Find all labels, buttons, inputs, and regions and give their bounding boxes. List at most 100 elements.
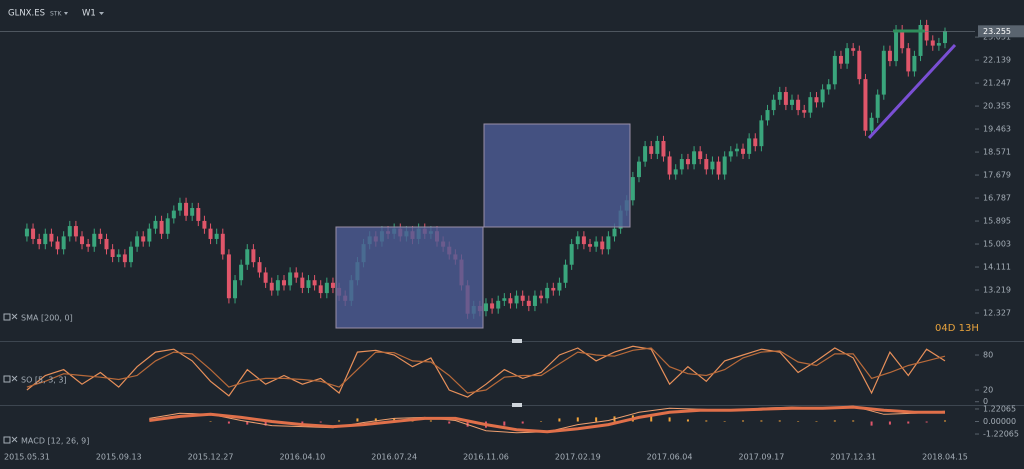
close-icon[interactable] [11, 436, 18, 443]
instrument-type[interactable]: STK [50, 11, 62, 18]
candle-body [857, 50, 862, 80]
histogram-bar [429, 420, 432, 422]
candle-body [894, 30, 899, 62]
x-tick-label: 2017.12.31 [830, 453, 876, 462]
candle-body [190, 208, 195, 216]
settings-icon[interactable] [3, 436, 11, 444]
y-tick-label: 22.139 [983, 56, 1011, 65]
y-tick-label: 80 [983, 351, 993, 360]
candle-body [502, 298, 507, 301]
histogram-bar [264, 421, 267, 426]
histogram-bar [319, 421, 322, 423]
y-tick-label: 20 [983, 386, 993, 395]
candle-body [741, 148, 746, 154]
candle-body [869, 117, 874, 131]
candle-body [147, 228, 152, 242]
candle-body [532, 295, 537, 306]
candle-body [685, 159, 690, 165]
histogram-bar [888, 421, 891, 425]
drawn-rectangle[interactable] [335, 226, 484, 329]
symbol[interactable]: GLNX.ES [8, 9, 45, 19]
candle-body [92, 233, 97, 247]
indicator-line [26, 347, 946, 394]
y-tick-label: 15.003 [983, 240, 1011, 249]
candle-body [918, 25, 923, 56]
histogram-bar [540, 421, 543, 422]
candle-body [239, 264, 244, 281]
candle-body [606, 236, 611, 250]
indicator-name: SO [5, 3, 3] [21, 376, 67, 385]
annotations [335, 29, 957, 329]
histogram-bar [870, 421, 873, 426]
candle-body [838, 55, 843, 64]
candle-body [80, 236, 85, 245]
candle-body [796, 99, 801, 111]
last-price-box [978, 25, 1024, 38]
candle-body [575, 236, 580, 245]
candle-body [496, 300, 501, 309]
x-tick-label: 2015.05.31 [4, 453, 50, 462]
candle-body [808, 97, 813, 113]
candle-body [110, 249, 115, 257]
dropdown-arrow[interactable] [64, 12, 68, 15]
candle-body [728, 151, 733, 157]
candle-body [716, 161, 721, 175]
histogram-bar [668, 417, 671, 422]
candle-body [900, 30, 905, 49]
candle-body [220, 233, 225, 255]
trend-line[interactable] [867, 43, 957, 140]
candle-body [226, 254, 231, 299]
candle-body [269, 282, 274, 291]
close-icon[interactable] [11, 375, 18, 382]
candle-body [306, 280, 311, 288]
candle-body [159, 220, 164, 234]
settings-icon[interactable] [3, 313, 11, 321]
histogram-bar [778, 420, 781, 422]
candle-body [704, 159, 709, 170]
candle-body [569, 244, 574, 265]
histogram-bar [907, 421, 910, 424]
candle-body [330, 282, 335, 288]
indicator-label: MACD [12, 26, 9] [3, 436, 89, 446]
candle-body [600, 241, 605, 250]
candle-body [263, 272, 268, 283]
candle-body [924, 25, 929, 41]
settings-icon[interactable] [3, 375, 11, 383]
candle-body [196, 208, 201, 221]
candle-body [581, 236, 586, 245]
histogram-bar [595, 417, 598, 422]
candle-body [184, 202, 189, 216]
candle-body [551, 287, 556, 291]
resize-handle[interactable] [512, 339, 522, 343]
y-tick-label: 21.247 [983, 79, 1011, 88]
timeframe[interactable]: W1 [82, 9, 96, 19]
y-tick-label: 0.00000 [983, 417, 1016, 426]
candle-body [943, 31, 948, 44]
candle-body [141, 236, 146, 242]
drawn-rectangle[interactable] [483, 123, 631, 228]
candle-body [539, 295, 544, 299]
indicator-line [149, 405, 945, 434]
y-tick-label: 13.219 [983, 286, 1011, 295]
candle-body [514, 295, 519, 304]
candle-body [318, 285, 323, 294]
candle-body [165, 218, 170, 234]
x-tick-label: 2016.11.06 [463, 453, 509, 462]
histogram-bar [742, 420, 745, 422]
candle-body [483, 303, 488, 312]
close-icon[interactable] [11, 313, 18, 320]
candle-body [128, 246, 133, 263]
candle-body [698, 151, 703, 160]
histogram-bar [944, 420, 947, 422]
candle-body [820, 89, 825, 103]
candle-body [936, 43, 941, 46]
candle-body [104, 238, 109, 250]
candle-body [545, 287, 550, 299]
resize-handle[interactable] [512, 403, 522, 407]
candle-body [789, 99, 794, 105]
candle-body [171, 210, 176, 219]
candle-body [649, 146, 654, 154]
candle-body [233, 280, 238, 299]
dropdown-arrow[interactable] [99, 12, 104, 15]
